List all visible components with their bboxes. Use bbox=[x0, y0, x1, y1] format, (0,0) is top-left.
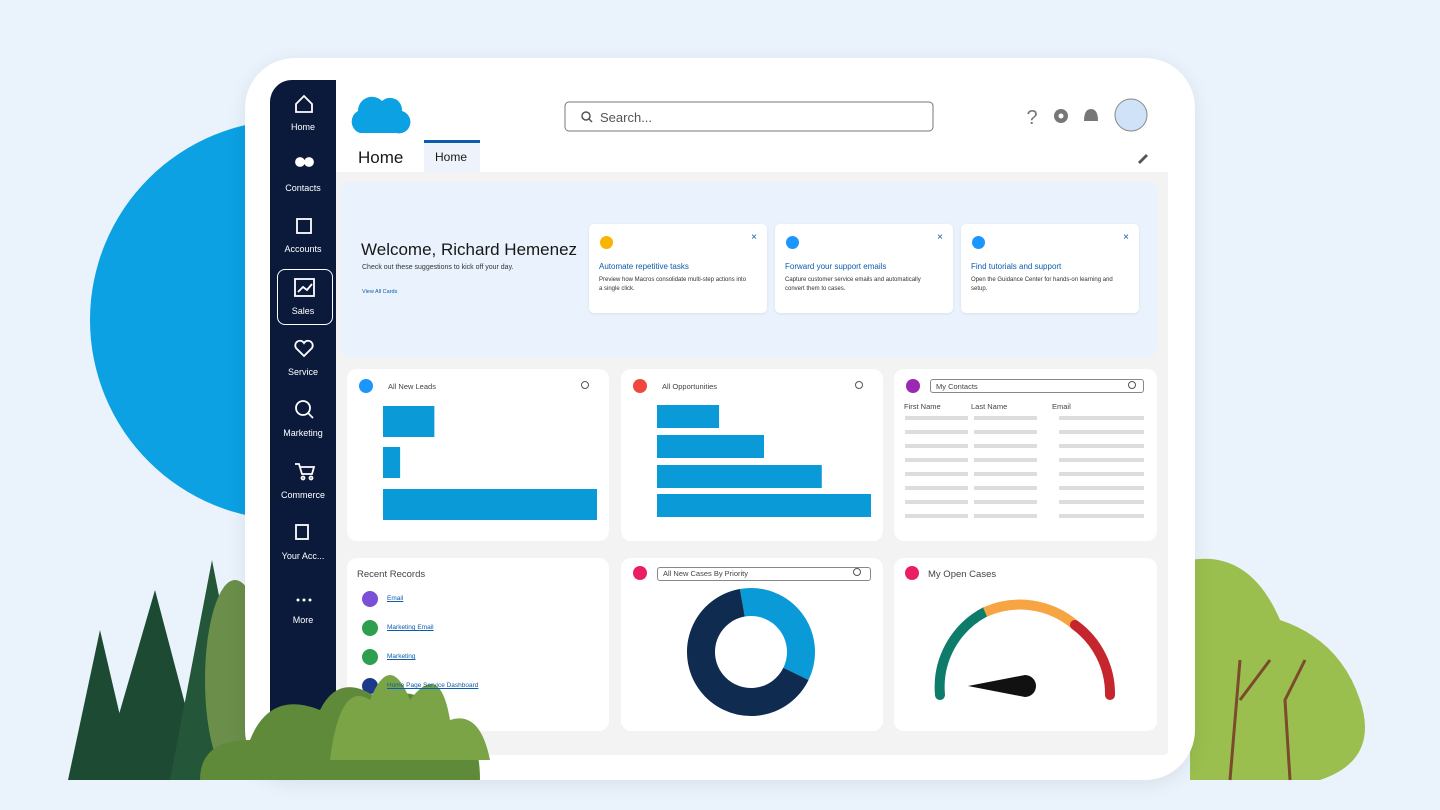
nav-item[interactable]: Marketing bbox=[283, 428, 323, 438]
nav-item[interactable]: Home bbox=[290, 122, 315, 132]
card-text: Preview how Macros consolidate multi-ste… bbox=[599, 277, 747, 292]
placeholder-row bbox=[1059, 500, 1144, 504]
bar bbox=[657, 405, 720, 428]
placeholder-row bbox=[905, 430, 968, 434]
tab[interactable]: Home bbox=[435, 150, 468, 164]
placeholder-row bbox=[1059, 430, 1144, 434]
record-link[interactable]: Email bbox=[387, 595, 404, 602]
donut-segment bbox=[687, 588, 809, 716]
nav-item[interactable]: Your Acc... bbox=[281, 551, 325, 561]
bar bbox=[657, 465, 822, 488]
placeholder-row bbox=[974, 430, 1037, 434]
placeholder-row bbox=[974, 444, 1037, 448]
placeholder-row bbox=[905, 472, 968, 476]
column-header: Last Name bbox=[971, 402, 1008, 411]
widget-title: All Opportunities bbox=[662, 382, 718, 391]
record-link[interactable]: Marketing Email bbox=[387, 624, 434, 631]
card-title: Find tutorials and support bbox=[971, 262, 1062, 271]
nav-item[interactable]: Accounts bbox=[284, 244, 322, 254]
placeholder-row bbox=[974, 500, 1037, 504]
record-icon bbox=[362, 591, 378, 607]
placeholder-row bbox=[1059, 458, 1144, 462]
card-text: Open the Guidance Center for hands-on le… bbox=[971, 277, 1113, 292]
placeholder-row bbox=[1059, 514, 1144, 518]
placeholder-row bbox=[905, 458, 968, 462]
search-input[interactable]: Search... bbox=[600, 110, 653, 125]
placeholder-row bbox=[1059, 472, 1144, 476]
card-icon bbox=[972, 236, 985, 249]
card-icon bbox=[600, 236, 613, 249]
welcome-subtitle: Check out these suggestions to kick off … bbox=[362, 264, 514, 271]
open-cases-widget: My Open Cases bbox=[894, 558, 1157, 731]
placeholder-row bbox=[974, 416, 1037, 420]
svg-text:?: ? bbox=[1026, 107, 1037, 129]
bar bbox=[657, 435, 764, 458]
bar bbox=[383, 406, 435, 437]
column-header: First Name bbox=[904, 402, 941, 411]
placeholder-row bbox=[905, 416, 968, 420]
widget-title: My Open Cases bbox=[928, 569, 997, 580]
record-icon bbox=[362, 649, 378, 665]
nav-active bbox=[277, 269, 333, 325]
nav-item[interactable]: Service bbox=[287, 367, 318, 377]
card-title: Forward your support emails bbox=[785, 262, 887, 271]
bar bbox=[383, 489, 597, 520]
widget-title: All New Cases By Priority bbox=[663, 569, 749, 578]
record-link[interactable]: Home Page Service Dashboard bbox=[387, 682, 479, 689]
record-icon bbox=[362, 678, 378, 694]
nav-item[interactable]: Commerce bbox=[280, 490, 325, 500]
placeholder-row bbox=[905, 486, 968, 490]
placeholder-row bbox=[974, 472, 1037, 476]
donut-segment bbox=[739, 588, 815, 681]
widget-title: Recent Records bbox=[357, 569, 426, 580]
close-button[interactable]: × bbox=[751, 232, 757, 243]
bar bbox=[383, 447, 401, 478]
nav-item[interactable]: Contacts bbox=[285, 183, 321, 193]
page-title: Home bbox=[358, 148, 404, 167]
placeholder-row bbox=[974, 486, 1037, 490]
record-link[interactable]: Marketing bbox=[387, 653, 416, 660]
placeholder-row bbox=[974, 514, 1037, 518]
contacts-widget: My Contacts First Name Last Name Email bbox=[894, 369, 1157, 541]
column-header: Email bbox=[1052, 402, 1071, 411]
placeholder-row bbox=[1059, 416, 1144, 420]
close-button[interactable]: × bbox=[1123, 232, 1129, 243]
placeholder-row bbox=[1059, 486, 1144, 490]
view-all-link[interactable]: View All Cards bbox=[362, 289, 398, 295]
bar bbox=[657, 494, 871, 517]
widget-title: My Contacts bbox=[936, 382, 978, 391]
record-icon bbox=[362, 620, 378, 636]
placeholder-row bbox=[1059, 444, 1144, 448]
suggestion-card: Forward your support emails Capture custo… bbox=[775, 224, 953, 313]
placeholder-row bbox=[905, 500, 968, 504]
close-button[interactable]: × bbox=[937, 232, 943, 243]
widget-title: All New Leads bbox=[388, 382, 436, 391]
placeholder-row bbox=[905, 514, 968, 518]
card-icon bbox=[786, 236, 799, 249]
nav-item[interactable]: More bbox=[292, 615, 314, 625]
placeholder-row bbox=[974, 458, 1037, 462]
nav-item[interactable]: Sales bbox=[291, 306, 315, 316]
placeholder-row bbox=[905, 444, 968, 448]
suggestion-card: Find tutorials and support Open the Guida… bbox=[961, 224, 1139, 313]
card-text: Capture customer service emails and auto… bbox=[785, 277, 921, 292]
welcome-title: Welcome, Richard Hemenez bbox=[361, 240, 578, 259]
suggestion-card: Automate repetitive tasks Preview how Mac… bbox=[589, 224, 767, 313]
card-title: Automate repetitive tasks bbox=[599, 262, 689, 271]
sidebar bbox=[270, 80, 336, 755]
